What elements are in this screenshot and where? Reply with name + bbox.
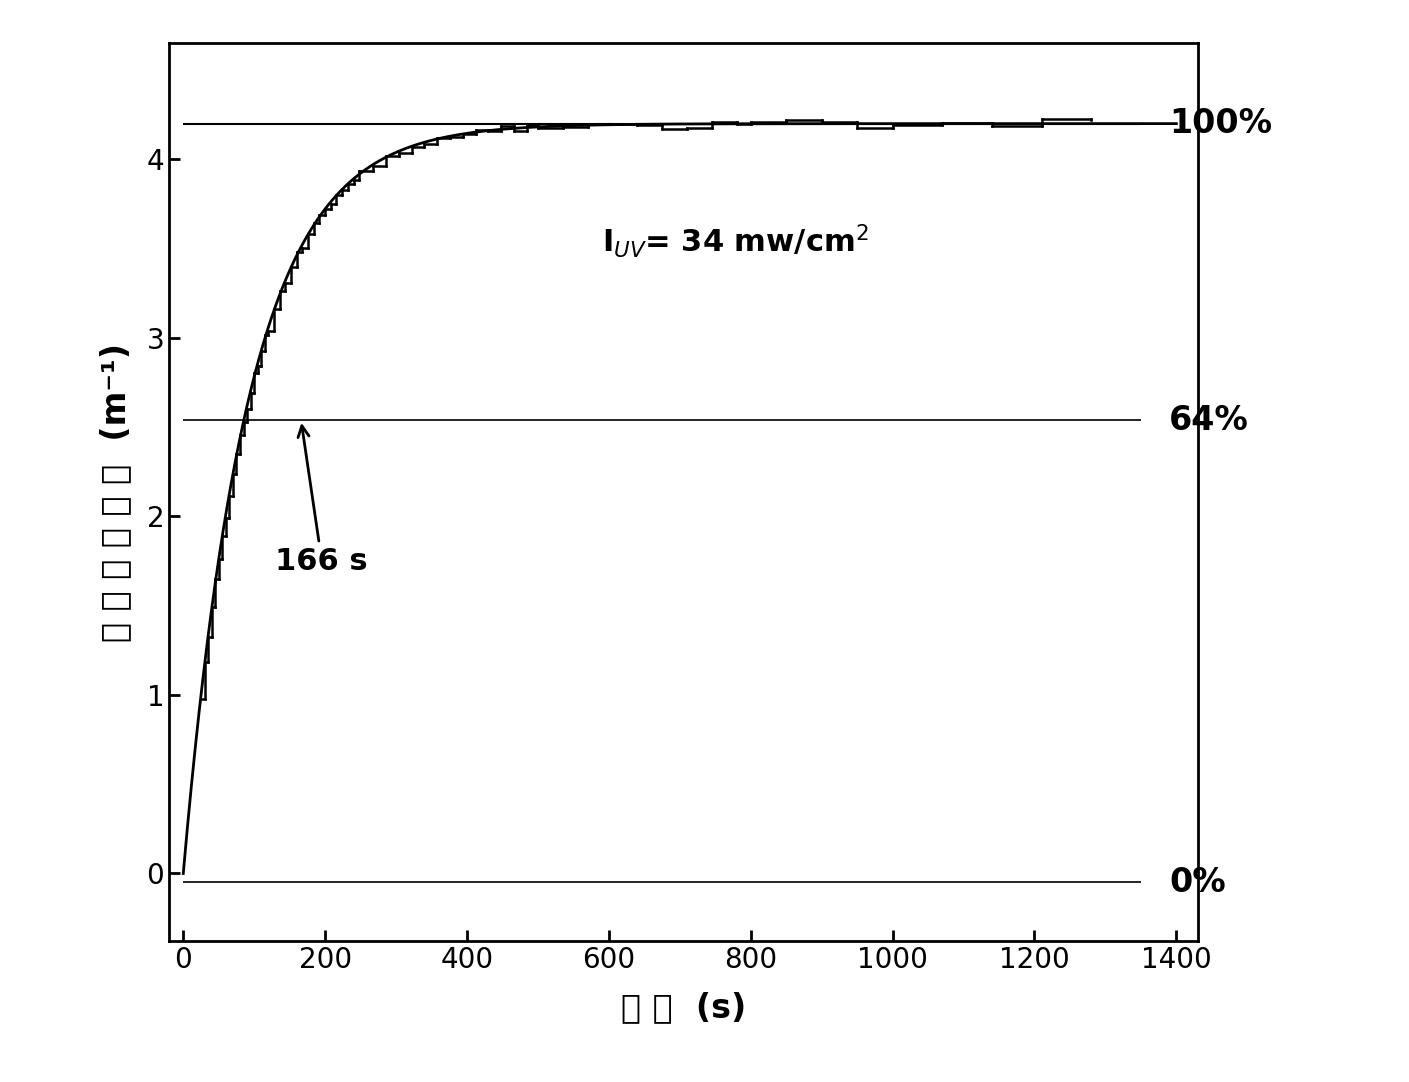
Text: 64%: 64% <box>1169 404 1248 436</box>
X-axis label: 时 间  (s): 时 间 (s) <box>621 991 745 1024</box>
Y-axis label: 紫 外 光 致 吸 收  (m⁻¹): 紫 外 光 致 吸 收 (m⁻¹) <box>100 343 132 642</box>
Text: 0%: 0% <box>1169 866 1226 899</box>
Text: 100%: 100% <box>1169 107 1272 141</box>
Text: I$_{UV}$= 34 mw/cm$^{2}$: I$_{UV}$= 34 mw/cm$^{2}$ <box>602 222 868 260</box>
Text: 166 s: 166 s <box>276 426 368 576</box>
